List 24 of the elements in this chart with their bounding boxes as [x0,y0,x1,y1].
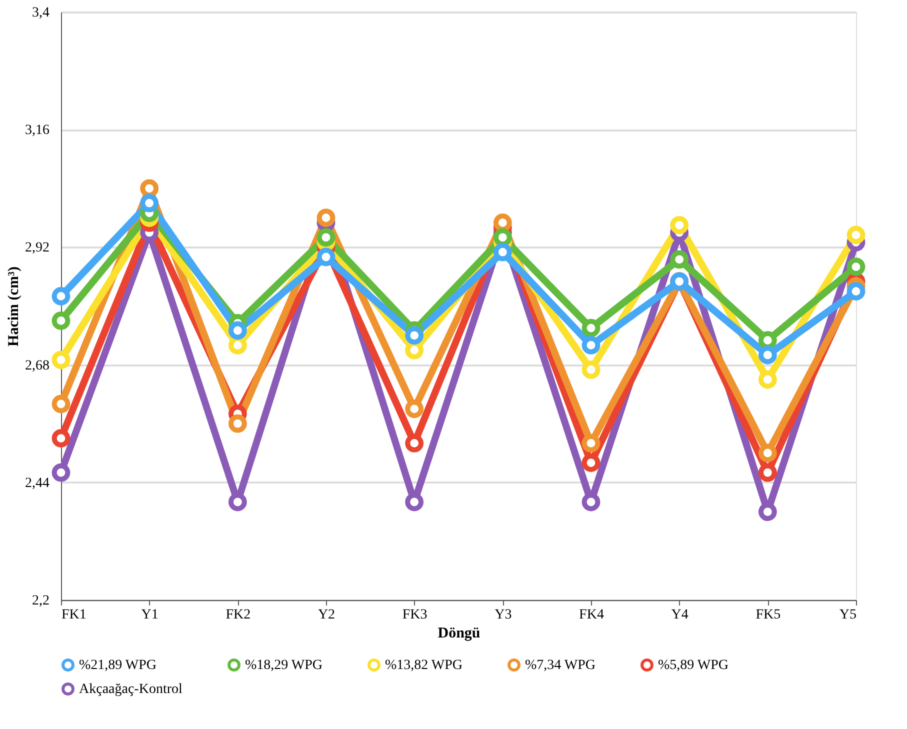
y-tick-label: 2,68 [25,358,50,374]
x-tick-label: FK3 [402,608,428,622]
x-tick-label: Y4 [671,608,688,622]
x-tick-label: FK2 [226,608,251,622]
legend-label: %13,82 WPG [385,658,463,673]
x-axis-title: Döngü [438,626,480,642]
y-tick-label: 2,2 [32,594,50,608]
y-axis-title: Hacim (cm³) [6,266,22,346]
y-tick-label: 3,16 [25,123,50,138]
x-tick-label: Y1 [141,608,158,622]
legend-label: Akçaağaç-Kontrol [79,682,183,697]
x-tick-label: FK5 [756,608,781,622]
x-tick-label: FK1 [62,608,86,622]
y-tick-label: 2,44 [25,476,50,491]
x-tick-label: Y2 [318,608,336,622]
legend-label: %5,89 WPG [658,658,729,673]
legend-label: %18,29 WPG [245,658,323,673]
y-tick-label: 2,92 [25,240,50,256]
legend-label: %7,34 WPG [525,658,596,673]
y-tick-label: 3,4 [32,6,50,20]
x-tick-label: Y5 [839,608,856,622]
x-tick-label: FK4 [579,608,604,622]
legend-label: %21,89 WPG [79,658,157,673]
x-tick-label: Y3 [494,608,512,622]
